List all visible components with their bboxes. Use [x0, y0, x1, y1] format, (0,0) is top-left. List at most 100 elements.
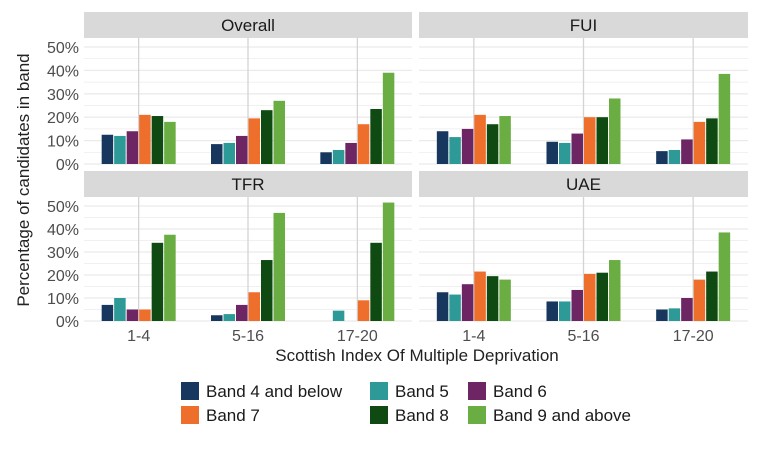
bar: [126, 131, 139, 164]
bar: [584, 117, 596, 164]
legend-item: Band 9 and above: [468, 406, 631, 425]
bar: [546, 301, 558, 321]
bar: [571, 289, 583, 321]
bar: [449, 294, 461, 321]
panel-strip: [84, 12, 412, 38]
bar: [211, 144, 223, 164]
y-tick-label: 30%: [47, 245, 79, 262]
bar: [584, 273, 596, 321]
bar: [486, 276, 499, 321]
bar: [101, 304, 114, 321]
bar: [370, 109, 382, 164]
legend-swatch: [181, 382, 199, 400]
bar: [596, 117, 608, 164]
bar: [164, 121, 176, 164]
bar: [668, 308, 681, 321]
legend-item: Band 4 and below: [181, 382, 343, 401]
bar: [248, 292, 260, 321]
bar: [332, 310, 345, 321]
bar: [474, 271, 486, 321]
bar: [261, 110, 273, 164]
bar: [706, 118, 718, 164]
y-tick-label: 10%: [47, 291, 79, 308]
bar: [114, 298, 126, 321]
legend-label: Band 4 and below: [206, 382, 343, 401]
y-tick-label: 30%: [47, 87, 79, 104]
bar: [357, 300, 370, 321]
bar: [151, 242, 164, 321]
bar: [681, 298, 693, 321]
y-tick-label: 20%: [47, 268, 79, 285]
bar: [320, 152, 332, 164]
bar: [693, 279, 706, 321]
legend-swatch: [468, 406, 486, 424]
bar: [126, 309, 139, 321]
legend-label: Band 6: [493, 382, 547, 401]
x-tick-label: 1-4: [127, 328, 150, 345]
x-tick-label: 1-4: [462, 328, 485, 345]
legend-label: Band 7: [206, 406, 260, 425]
bar: [609, 260, 621, 321]
bar: [718, 232, 731, 321]
y-tick-label: 10%: [47, 134, 79, 151]
bar: [114, 135, 126, 164]
bar: [236, 135, 248, 164]
y-tick-label: 0%: [56, 157, 79, 174]
bar: [596, 272, 608, 321]
bar: [345, 142, 357, 164]
bar: [382, 72, 395, 164]
x-tick-label: 17-20: [673, 328, 714, 345]
bar: [139, 309, 151, 321]
bar: [718, 73, 731, 164]
panel-title: UAE: [566, 175, 601, 194]
bar: [211, 315, 223, 321]
bar: [693, 121, 706, 164]
legend-item: Band 7: [181, 406, 260, 425]
legend-label: Band 8: [395, 406, 449, 425]
panels: Overall 0% 10% 20% 30% 40% 50% FUI TFR 0% 10% 20% 30…: [47, 12, 748, 345]
x-tick-label: 5-16: [232, 328, 264, 345]
bar: [499, 279, 511, 321]
bar: [571, 133, 583, 164]
legend-label: Band 9 and above: [493, 406, 631, 425]
y-tick-label: 50%: [47, 199, 79, 216]
panel-overall: Overall 0% 10% 20% 30% 40% 50%: [47, 12, 412, 174]
panel-strip: [84, 171, 412, 197]
legend-label: Band 5: [395, 382, 449, 401]
bar: [164, 234, 176, 321]
legend-swatch: [370, 382, 388, 400]
bar: [656, 151, 668, 164]
panel-fui: FUI: [419, 12, 748, 165]
panel-strip: [419, 171, 748, 197]
panel-title: Overall: [221, 16, 275, 35]
y-tick-label: 20%: [47, 110, 79, 127]
panel-uae: UAE 1-4 5-16 17-20: [419, 171, 748, 345]
panel-tfr: TFR 0% 10% 20% 30% 40% 50% 1-4 5-16 17-20: [47, 171, 412, 345]
y-tick-label: 0%: [56, 314, 79, 331]
x-tick-label: 5-16: [567, 328, 599, 345]
bar: [139, 114, 151, 164]
panel-strip: [419, 12, 748, 38]
legend-item: Band 5: [370, 382, 449, 401]
y-axis-label: Percentage of candidates in band: [14, 53, 33, 306]
bar: [656, 309, 668, 321]
bar: [273, 100, 285, 164]
bar: [461, 128, 474, 164]
bar: [436, 292, 449, 321]
bar: [706, 271, 718, 321]
bar: [261, 260, 273, 321]
bar: [449, 137, 461, 164]
bar: [609, 98, 621, 164]
bar: [681, 139, 693, 164]
bar: [461, 284, 474, 321]
x-tick-label: 17-20: [337, 328, 378, 345]
legend-swatch: [370, 406, 388, 424]
bar: [332, 149, 345, 164]
bar: [273, 212, 285, 321]
bar: [668, 149, 681, 164]
legend-item: Band 6: [468, 382, 547, 401]
bar: [436, 131, 449, 164]
bar: [499, 116, 511, 164]
legend-swatch: [468, 382, 486, 400]
